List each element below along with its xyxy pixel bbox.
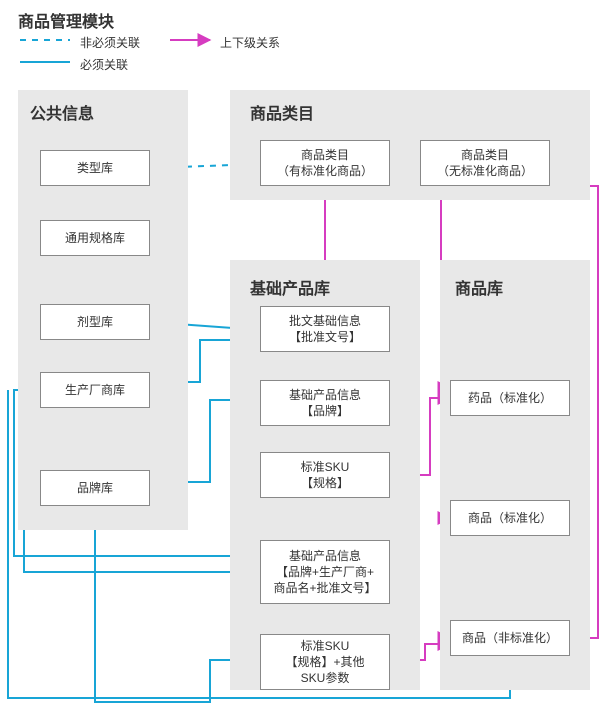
node-approval: 批文基础信息【批准文号】 [260,306,390,352]
panel-title-category: 商品类目 [250,100,314,124]
legend-label-dashed-required: 非必须关联 [80,34,140,51]
node-brand_lib: 品牌库 [40,470,150,506]
node-cat_std: 商品类目（有标准化商品） [260,140,390,186]
node-mfr_lib: 生产厂商库 [40,372,150,408]
node-base_info2: 基础产品信息【品牌+生产厂商+商品名+批准文号】 [260,540,390,604]
panel-title-base-product: 基础产品库 [250,275,330,299]
node-base_info: 基础产品信息【品牌】 [260,380,390,426]
page-title: 商品管理模块 [18,8,114,32]
legend-label-hierarchy: 上下级关系 [220,34,280,51]
node-cat_nostd: 商品类目（无标准化商品） [420,140,550,186]
node-drug_std: 药品（标准化） [450,380,570,416]
node-type_lib: 类型库 [40,150,150,186]
node-std_sku: 标准SKU【规格】 [260,452,390,498]
node-spec_lib: 通用规格库 [40,220,150,256]
diagram-canvas: 商品管理模块 非必须关联必须关联 上下级关系 公共信息 商品类目基础产品库 商品库 类… [0,0,610,708]
node-goods_std: 商品（标准化） [450,500,570,536]
panel-title-public-info: 公共信息 [30,100,94,124]
node-goods_nostd: 商品（非标准化） [450,620,570,656]
node-std_sku2: 标准SKU【规格】+其他SKU参数 [260,634,390,690]
legend-label-solid-required: 必须关联 [80,56,128,73]
panel-title-goods: 商品库 [455,275,503,299]
node-form_lib: 剂型库 [40,304,150,340]
